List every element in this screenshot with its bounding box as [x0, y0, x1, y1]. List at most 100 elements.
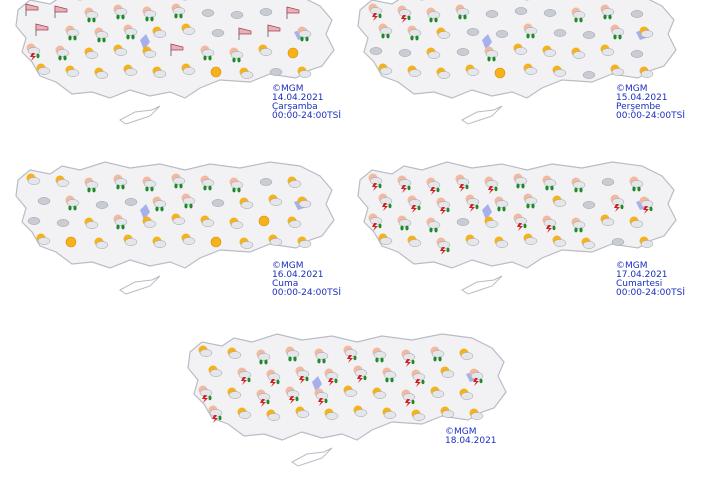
rain-icon [571, 217, 586, 233]
thunder-icon [436, 237, 451, 255]
weekday: Cumartesi [616, 279, 663, 289]
cloud-icon [582, 31, 596, 39]
thunder-icon [411, 369, 426, 387]
period: 00:00-24:00TSİ [616, 288, 685, 298]
partly-cloudy-icon [552, 65, 567, 77]
partly-cloudy-icon [378, 63, 393, 75]
rain-icon [229, 47, 244, 63]
partly-cloudy-icon [465, 234, 480, 246]
period: 00:00-24:00TSİ [272, 111, 341, 121]
partly-cloudy-icon [55, 175, 70, 187]
cloud-icon [514, 7, 528, 15]
partly-cloudy-icon [26, 173, 41, 185]
rain-icon [113, 4, 128, 20]
thunder-icon [368, 3, 383, 21]
partly-cloudy-icon [297, 236, 312, 248]
forecast-map-day-4 [352, 140, 692, 310]
cloud-icon [553, 29, 567, 37]
rain-icon [200, 175, 215, 191]
partly-cloudy-icon [152, 26, 167, 38]
partly-cloudy-icon [227, 347, 242, 359]
partly-cloudy-icon [266, 409, 281, 421]
partly-cloudy-icon [287, 216, 302, 228]
partly-cloudy-icon [152, 236, 167, 248]
thunder-icon [343, 345, 358, 363]
rain-icon [426, 217, 441, 233]
forecast-map-day-3 [10, 140, 350, 310]
cloud-icon [124, 198, 138, 206]
rain-icon [55, 45, 70, 61]
rain-icon [378, 23, 393, 39]
partly-cloudy-icon [229, 217, 244, 229]
thunder-icon [237, 367, 252, 385]
cloud-icon [582, 201, 596, 209]
partly-cloudy-icon [200, 215, 215, 227]
cloud-icon [601, 178, 615, 186]
partly-cloudy-icon [459, 388, 474, 400]
lake-tuz [140, 204, 150, 220]
period: 00:00-24:00TSİ [616, 111, 685, 121]
partly-cloudy-icon [523, 63, 538, 75]
thunder-icon [397, 175, 412, 193]
cyprus-outline [461, 275, 503, 295]
rain-icon [200, 45, 215, 61]
partly-cloudy-icon [239, 237, 254, 249]
cyprus-outline [291, 447, 333, 467]
thunder-icon [436, 197, 451, 215]
rain-icon [171, 3, 186, 19]
cloud-icon [456, 218, 470, 226]
wind-icon [170, 43, 184, 56]
forecast-map-day-2 [352, 0, 692, 140]
cloud-icon [211, 199, 225, 207]
weekday: Cuma [272, 279, 299, 289]
rain-icon [523, 23, 538, 39]
partly-cloudy-icon [465, 64, 480, 76]
map-caption-day-2: ©MGM 15.04.2021 Perşembe 00:00-24:00TSİ [616, 85, 685, 121]
partly-cloudy-icon [287, 176, 302, 188]
rain-icon [426, 7, 441, 23]
sunny-icon [65, 236, 77, 248]
date: 16.04.2021 [272, 270, 324, 280]
rain-icon [571, 177, 586, 193]
rain-icon [513, 173, 528, 189]
partly-cloudy-icon [600, 44, 615, 56]
partly-cloudy-icon [484, 216, 499, 228]
partly-cloudy-icon [353, 405, 368, 417]
rain-icon [94, 27, 109, 43]
thunder-icon [314, 388, 329, 406]
cloud-icon [630, 50, 644, 58]
partly-cloudy-icon [142, 216, 157, 228]
cloud-icon [95, 201, 109, 209]
sunny-icon [287, 47, 299, 59]
rain-icon [629, 176, 644, 192]
partly-cloudy-icon [295, 406, 310, 418]
partly-cloudy-icon [552, 235, 567, 247]
period: 00:00-24:00TSİ [272, 288, 341, 298]
partly-cloudy-icon [239, 197, 254, 209]
partly-cloudy-icon [181, 63, 196, 75]
cloud-icon [543, 9, 557, 17]
rain-icon [84, 177, 99, 193]
thunder-icon [469, 368, 484, 386]
rain-icon [84, 7, 99, 23]
partly-cloudy-icon [407, 65, 422, 77]
partly-cloudy-icon [436, 67, 451, 79]
rain-icon [113, 174, 128, 190]
thunder-icon [401, 389, 416, 407]
cloud-icon [466, 28, 480, 36]
partly-cloudy-icon [268, 194, 283, 206]
partly-cloudy-icon [297, 66, 312, 78]
partly-cloudy-icon [581, 237, 596, 249]
rain-icon [397, 215, 412, 231]
rain-icon [314, 348, 329, 364]
rain-icon [256, 349, 271, 365]
partly-cloudy-icon [494, 236, 509, 248]
copyright: ©MGM [616, 261, 648, 271]
cloud-icon [269, 68, 283, 76]
partly-cloudy-icon [459, 348, 474, 360]
lake-tuz [312, 376, 322, 392]
partly-cloudy-icon [639, 26, 654, 38]
thunder-icon [401, 349, 416, 367]
wind-icon [286, 6, 300, 19]
partly-cloudy-icon [36, 63, 51, 75]
